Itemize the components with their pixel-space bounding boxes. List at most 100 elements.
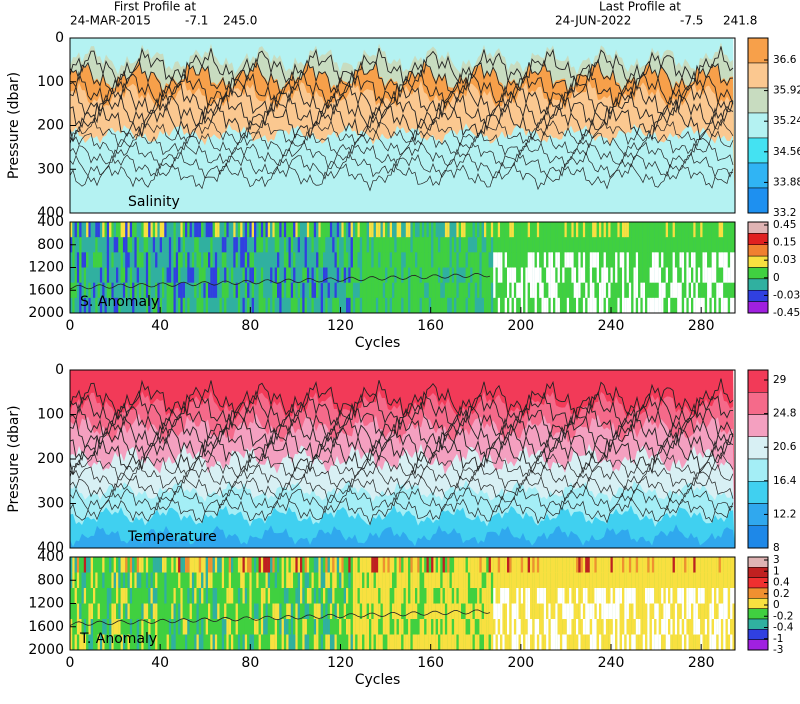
field-cell (518, 222, 521, 238)
field-cell (148, 297, 151, 313)
field-cell (467, 619, 471, 635)
field-cell (490, 634, 494, 650)
colorbar-label: 0 (773, 272, 780, 284)
field-cell (116, 252, 119, 268)
field-cell (93, 222, 96, 238)
field-cell (332, 297, 335, 313)
field-cell (79, 282, 82, 299)
field-cell (228, 252, 232, 268)
field-cell (72, 634, 75, 650)
field-cell (242, 252, 245, 268)
field-cell (730, 557, 733, 573)
field-cell (279, 222, 282, 238)
field-cell (244, 588, 248, 604)
field-cell (693, 588, 696, 604)
field-cell (136, 267, 140, 284)
field-cell (461, 282, 464, 299)
field-cell (122, 282, 126, 299)
field-cell (610, 557, 613, 573)
field-cell (334, 557, 337, 573)
field-cell (541, 619, 544, 635)
field-cell (624, 237, 627, 253)
field-cell (106, 619, 110, 635)
field-cell (495, 572, 498, 589)
field-cell (152, 619, 156, 635)
colorbar-segment (747, 278, 769, 291)
field-cell (111, 222, 114, 238)
field-cell (343, 557, 347, 573)
colorbar-label: 0.15 (773, 237, 796, 249)
field-cell (541, 603, 544, 620)
field-cell (260, 222, 264, 238)
field-cell (76, 572, 80, 589)
field-cell (711, 557, 715, 573)
field-cell (139, 237, 142, 253)
field-cell (272, 588, 275, 604)
field-cell (283, 619, 287, 635)
field-cell (143, 237, 146, 253)
field-cell (288, 588, 291, 604)
field-cell (695, 222, 698, 238)
field-cell (389, 557, 393, 573)
field-cell (479, 572, 482, 589)
field-cell (504, 619, 508, 635)
field-cell (709, 222, 712, 238)
field-cell (564, 267, 567, 284)
field-cell (145, 252, 149, 268)
field-cell (702, 572, 705, 589)
field-cell (152, 603, 156, 620)
field-cell (711, 282, 715, 299)
field-cell (74, 267, 77, 284)
field-cell (332, 237, 335, 253)
field-cell (249, 267, 252, 284)
field-cell (424, 603, 427, 620)
field-cell (249, 237, 252, 253)
field-cell (700, 222, 703, 238)
field-cell (375, 634, 379, 650)
field-cell (559, 222, 563, 238)
field-cell (300, 588, 303, 604)
field-cell (210, 572, 213, 589)
field-cell (369, 252, 372, 268)
field-cell (306, 572, 310, 589)
field-cell (612, 557, 616, 573)
field-cell (185, 297, 188, 313)
field-cell (603, 572, 606, 589)
field-cell (93, 282, 96, 299)
field-cell (438, 282, 441, 299)
field-cell (178, 252, 181, 268)
field-cell (88, 282, 91, 299)
field-cell (684, 588, 687, 604)
field-cell (185, 634, 188, 650)
field-cell (90, 237, 94, 253)
field-cell (596, 267, 600, 284)
field-cell (125, 572, 128, 589)
field-cell (217, 572, 220, 589)
field-cell (557, 222, 560, 238)
field-cell (148, 267, 151, 284)
field-cell (86, 557, 89, 573)
field-cell (661, 297, 664, 313)
field-cell (534, 252, 537, 268)
field-cell (175, 588, 179, 604)
field-cell (557, 603, 560, 620)
field-cell (405, 252, 409, 268)
field-cell (658, 222, 662, 238)
field-cell (359, 222, 363, 238)
field-cell (654, 267, 657, 284)
field-cell (587, 252, 590, 268)
field-cell (454, 603, 457, 620)
field-cell (536, 282, 540, 299)
field-cell (573, 619, 577, 635)
field-cell (263, 282, 266, 299)
field-cell (221, 222, 225, 238)
field-cell (375, 297, 379, 313)
y-tick-label: 400 (37, 205, 64, 221)
field-cell (403, 572, 406, 589)
field-cell (589, 282, 593, 299)
field-cell (507, 603, 510, 620)
field-cell (132, 634, 135, 650)
field-cell (152, 297, 156, 313)
field-cell (233, 267, 236, 284)
field-cell (585, 222, 588, 238)
